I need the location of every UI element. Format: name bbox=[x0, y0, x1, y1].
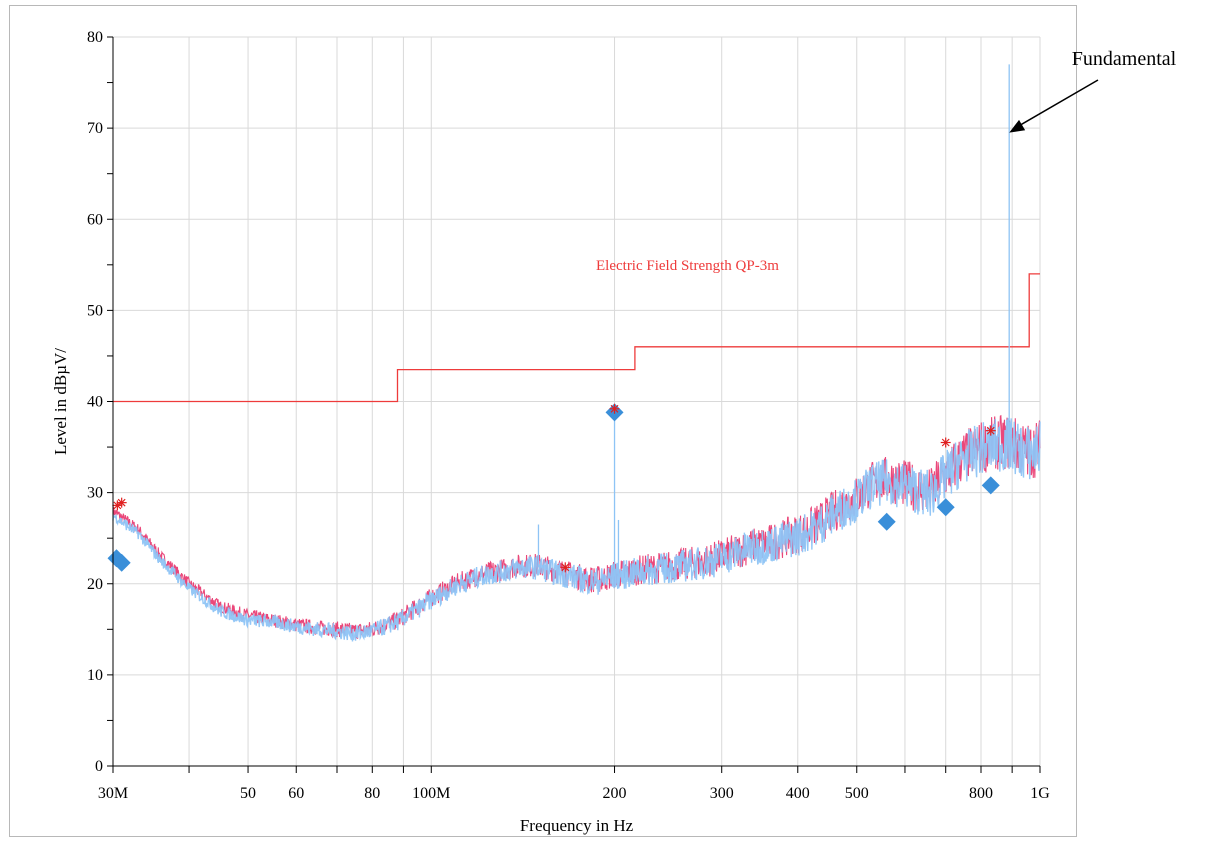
trace-group bbox=[112, 64, 1041, 642]
y-tick-label: 80 bbox=[87, 29, 103, 46]
x-tick-label: 500 bbox=[845, 785, 869, 802]
y-tick-label: 70 bbox=[87, 120, 103, 137]
limit-line bbox=[113, 273, 1040, 403]
axes-group: 0 10 20 30 40 50 60 70 80 30M 50 60 80 100M 200 300 400 5… bbox=[87, 29, 1050, 802]
qp-marker bbox=[877, 512, 896, 531]
peak-marker bbox=[609, 403, 620, 414]
annotation-arrow-shaft bbox=[1018, 79, 1099, 127]
limit-line-group bbox=[113, 273, 1040, 403]
qp-marker bbox=[112, 553, 131, 572]
x-tick-label: 800 bbox=[969, 785, 993, 802]
x-tick-label: 300 bbox=[710, 785, 734, 802]
y-tick-label: 60 bbox=[87, 211, 103, 228]
peak-marker bbox=[560, 562, 571, 573]
x-tick-label: 60 bbox=[288, 785, 304, 802]
y-tick-label: 50 bbox=[87, 302, 103, 319]
y-tick-label: 0 bbox=[95, 758, 103, 775]
chart-frame bbox=[9, 5, 1077, 837]
qp-marker bbox=[981, 476, 1000, 495]
peak-marker bbox=[116, 497, 127, 508]
y-tick-label: 10 bbox=[87, 667, 103, 684]
peak-marker bbox=[985, 425, 996, 436]
x-tick-label: 50 bbox=[240, 785, 256, 802]
limit-line-label: Electric Field Strength QP-3m bbox=[596, 258, 779, 274]
peak-marker-stroke bbox=[986, 426, 995, 435]
y-tick-label: 30 bbox=[87, 485, 103, 502]
marker-group bbox=[107, 79, 1099, 573]
fundamental-annotation: Fundamental bbox=[1072, 48, 1177, 70]
qp-marker bbox=[936, 498, 955, 517]
label-group: Frequency in Hz Level in dBµV/ Electric … bbox=[51, 48, 1177, 835]
x-tick-label: 30M bbox=[98, 785, 128, 802]
peak-marker bbox=[940, 437, 951, 448]
trace-line bbox=[112, 418, 1041, 642]
annotation-arrow-head bbox=[1009, 119, 1026, 133]
x-tick-label: 100M bbox=[412, 785, 450, 802]
peak-marker-stroke bbox=[561, 563, 570, 572]
peak-marker-stroke bbox=[117, 498, 126, 507]
y-tick-label: 20 bbox=[87, 576, 103, 593]
peak-marker-stroke bbox=[610, 404, 619, 413]
x-tick-label: 80 bbox=[364, 785, 380, 802]
x-tick-label: 1G bbox=[1030, 785, 1050, 802]
x-axis-title: Frequency in Hz bbox=[520, 816, 634, 835]
x-tick-label: 400 bbox=[786, 785, 810, 802]
trace-line bbox=[112, 414, 1041, 639]
x-tick-label: 200 bbox=[603, 785, 627, 802]
y-axis-title: Level in dBµV/ bbox=[51, 348, 70, 455]
peak-marker-stroke bbox=[941, 438, 950, 447]
y-tick-label: 40 bbox=[87, 394, 103, 411]
